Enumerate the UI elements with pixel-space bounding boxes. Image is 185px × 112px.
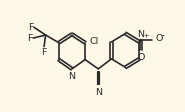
Text: N: N bbox=[68, 72, 75, 81]
Text: Cl: Cl bbox=[89, 37, 98, 46]
Text: F: F bbox=[41, 48, 47, 57]
Text: N: N bbox=[95, 88, 102, 97]
Text: +: + bbox=[143, 33, 149, 39]
Text: F: F bbox=[27, 34, 32, 43]
Text: -: - bbox=[162, 31, 165, 40]
Text: N: N bbox=[137, 30, 144, 39]
Text: O: O bbox=[137, 54, 145, 62]
Text: F: F bbox=[28, 23, 33, 32]
Text: O: O bbox=[156, 34, 163, 43]
